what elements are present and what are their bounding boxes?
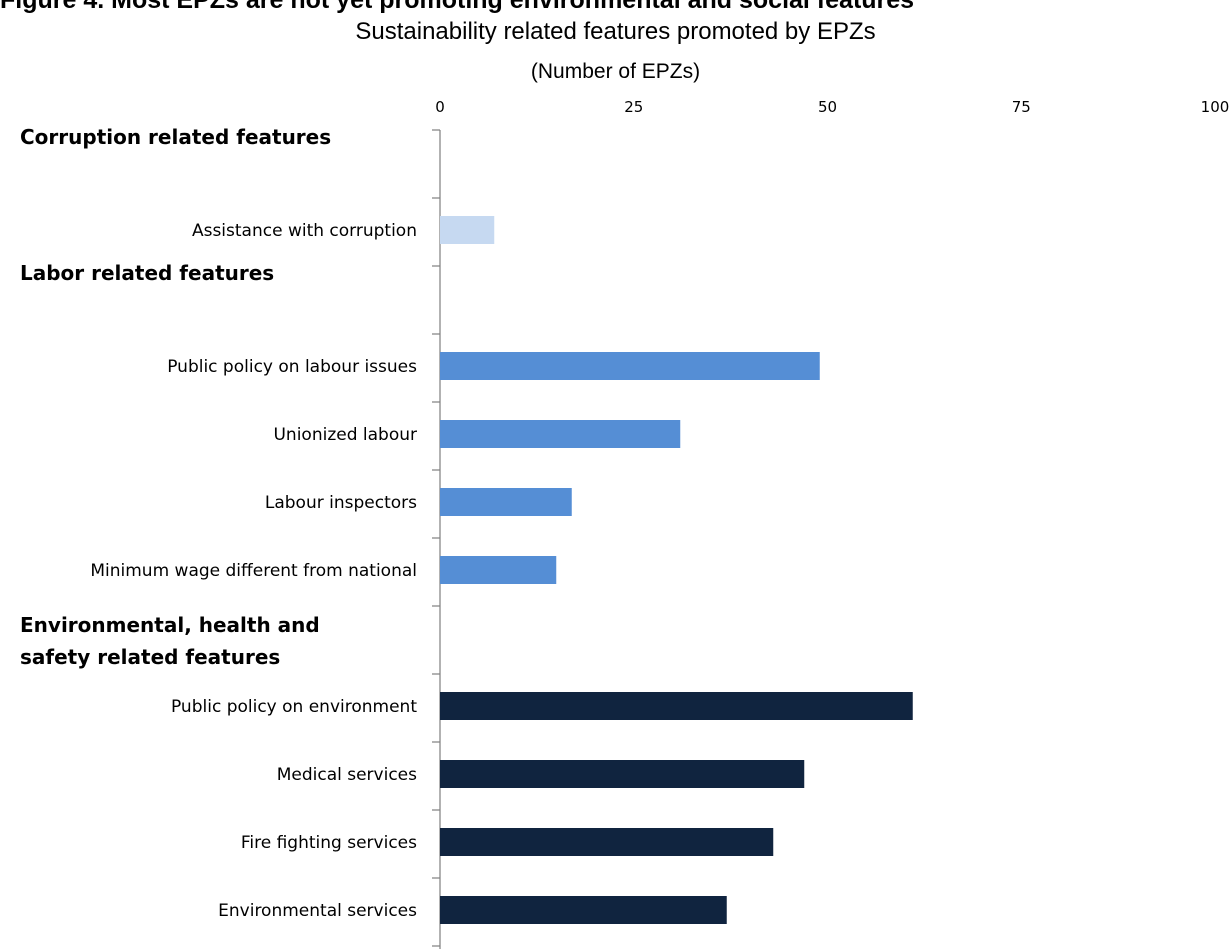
x-tick-label: 25	[624, 98, 643, 116]
category-label: Minimum wage different from national	[90, 561, 417, 581]
category-label: Assistance with corruption	[192, 221, 417, 241]
figure-title: Figure 4. Most EPZs are not yet promotin…	[0, 0, 915, 14]
category-label: Public policy on environment	[171, 697, 417, 717]
bar	[440, 556, 557, 584]
bar	[440, 216, 495, 244]
bar	[440, 420, 681, 448]
category-label: Environmental services	[218, 901, 417, 921]
category-label: Labour inspectors	[265, 493, 417, 513]
chart-unit-label: (Number of EPZs)	[530, 60, 701, 83]
x-tick-label: 0	[435, 98, 445, 116]
bar	[440, 352, 820, 380]
category-label: Public policy on labour issues	[167, 357, 417, 377]
group-header: Environmental, health and	[20, 613, 320, 637]
chart-subtitle: Sustainability related features promoted…	[355, 18, 876, 45]
group-header: safety related features	[20, 645, 280, 669]
group-header: Corruption related features	[20, 125, 331, 149]
x-tick-label: 75	[1012, 98, 1031, 116]
category-label: Medical services	[277, 765, 417, 785]
x-tick-label: 50	[818, 98, 837, 116]
group-header: Labor related features	[20, 261, 274, 285]
bar	[440, 896, 727, 924]
x-tick-label: 100	[1201, 98, 1230, 116]
bar	[440, 828, 774, 856]
bar	[440, 760, 805, 788]
bar	[440, 488, 572, 516]
category-label: Unionized labour	[273, 425, 417, 445]
category-label: Fire fighting services	[241, 833, 417, 853]
bar	[440, 692, 913, 720]
